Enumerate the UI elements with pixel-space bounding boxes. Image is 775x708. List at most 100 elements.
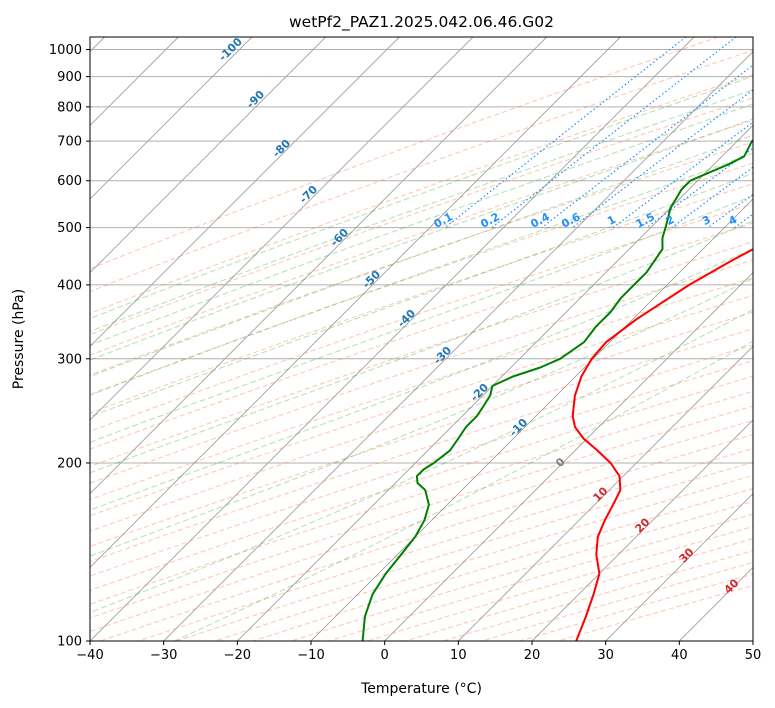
isotherm-line bbox=[90, 37, 621, 568]
dry-adiabat-line bbox=[90, 241, 753, 467]
x-tick-label: 40 bbox=[671, 648, 688, 663]
isotherm-line bbox=[237, 124, 753, 641]
dry-adiabat-line bbox=[90, 294, 753, 517]
isotherm-label: -80 bbox=[270, 137, 293, 160]
y-tick-label: 700 bbox=[57, 135, 82, 150]
dry-adiabat-line bbox=[90, 328, 753, 548]
moist-adiabat-line bbox=[90, 134, 753, 378]
grid-layer bbox=[90, 37, 753, 641]
dry-adiabat-line bbox=[367, 526, 753, 641]
moist-adiabat-line bbox=[90, 152, 753, 396]
x-tick-label: 10 bbox=[450, 648, 467, 663]
moist-adiabat-line bbox=[90, 89, 753, 333]
dry-adiabat-line bbox=[90, 360, 753, 577]
dry-adiabat-line bbox=[90, 222, 753, 450]
x-tick-label: 20 bbox=[524, 648, 541, 663]
isotherm-line bbox=[679, 566, 753, 641]
y-tick-label: 500 bbox=[57, 221, 82, 236]
dry-adiabat-line bbox=[90, 73, 753, 315]
x-tick-label: 30 bbox=[597, 648, 614, 663]
moist-adiabat-line bbox=[90, 220, 753, 474]
mixing-ratio-line bbox=[734, 213, 753, 229]
mixing-ratio-line bbox=[572, 89, 753, 229]
isotherm-line bbox=[605, 493, 753, 641]
y-tick-label: 100 bbox=[57, 635, 82, 650]
dry-adiabat-line bbox=[90, 311, 753, 532]
isotherm-line bbox=[384, 272, 753, 641]
x-tick-label: 50 bbox=[745, 648, 762, 663]
moist-adiabat-line bbox=[90, 277, 753, 557]
dry-adiabat-line bbox=[90, 162, 753, 395]
isotherm-line bbox=[90, 37, 253, 200]
adiabat-label: 30 bbox=[677, 545, 697, 565]
moist-adiabat-line bbox=[90, 195, 753, 443]
isotherm-line bbox=[458, 345, 753, 641]
adiabat-label: 10 bbox=[591, 484, 611, 504]
x-tick-label: −20 bbox=[224, 648, 251, 663]
dry-adiabat-line bbox=[90, 344, 753, 563]
isotherm-label: -90 bbox=[244, 88, 267, 111]
y-tick-label: 400 bbox=[57, 278, 82, 293]
dry-adiabat-line bbox=[90, 37, 719, 270]
dry-adiabat-line bbox=[90, 390, 753, 605]
isotherm-label: -60 bbox=[328, 226, 351, 249]
isotherm-line bbox=[90, 37, 326, 274]
isotherm-line bbox=[531, 419, 753, 641]
x-tick-label: 0 bbox=[381, 648, 389, 663]
temperature-profile-line bbox=[571, 248, 753, 641]
mixing-ratio-line bbox=[612, 121, 753, 229]
x-axis-label: Temperature (°C) bbox=[360, 681, 482, 697]
moist-adiabat-line bbox=[90, 309, 753, 613]
moist-adiabat-line bbox=[90, 172, 753, 418]
dry-adiabat-line bbox=[328, 513, 753, 641]
dewpoint-profile-line bbox=[361, 139, 753, 641]
isotherm-line bbox=[163, 51, 753, 641]
isotherm-label: -40 bbox=[395, 307, 418, 330]
plot-frame bbox=[89, 36, 754, 642]
chart-title: wetPf2_PAZ1.2025.042.06.46.G02 bbox=[289, 13, 554, 32]
mixing-ratio-line bbox=[491, 37, 737, 229]
isotherm-line bbox=[90, 37, 547, 495]
background-lines-layer bbox=[90, 37, 753, 641]
mixing-ratio-label: 4 bbox=[726, 213, 739, 228]
dry-adiabat-line bbox=[90, 203, 753, 432]
x-tick-label: −40 bbox=[76, 648, 103, 663]
moist-adiabat-line bbox=[90, 75, 753, 320]
x-tick-label: −30 bbox=[150, 648, 177, 663]
dry-adiabat-line bbox=[90, 183, 753, 414]
y-tick-label: 1000 bbox=[49, 43, 82, 58]
dry-adiabat-line bbox=[90, 97, 753, 336]
isotherm-line bbox=[752, 640, 753, 641]
dry-adiabat-line bbox=[138, 448, 753, 641]
line-labels-layer: 0.1 0.2 0.4 0.6 1 1.5 2 3 4-100-90-80-70-60-50-4… bbox=[216, 35, 742, 597]
isotherm-line bbox=[90, 37, 695, 641]
mixing-ratio-line bbox=[671, 166, 753, 229]
dry-adiabat-line bbox=[90, 141, 753, 376]
dry-adiabat-line bbox=[90, 259, 753, 484]
dry-adiabat-line bbox=[90, 375, 753, 591]
dry-adiabat-line bbox=[90, 277, 753, 501]
isotherm-label: -70 bbox=[297, 183, 320, 206]
y-axis-label: Pressure (hPa) bbox=[11, 289, 27, 389]
moist-adiabat-line bbox=[90, 103, 753, 346]
dry-adiabat-line bbox=[100, 434, 753, 641]
mixing-ratio-line bbox=[707, 193, 753, 229]
dry-adiabat-line bbox=[90, 49, 753, 293]
mixing-ratio-label: 1 bbox=[605, 213, 618, 228]
y-tick-label: 600 bbox=[57, 174, 82, 189]
y-tick-label: 800 bbox=[57, 100, 82, 115]
x-tick-label: −10 bbox=[297, 648, 324, 663]
y-tick-label: 200 bbox=[57, 456, 82, 471]
series-layer bbox=[361, 139, 753, 641]
dry-adiabat-line bbox=[90, 119, 753, 356]
moist-adiabat-line bbox=[90, 247, 753, 511]
isotherm-label: -30 bbox=[431, 344, 454, 367]
isotherm-line bbox=[90, 37, 474, 421]
y-tick-label: 900 bbox=[57, 70, 82, 85]
mixing-ratio-line bbox=[541, 64, 753, 229]
moist-adiabat-line bbox=[90, 118, 753, 361]
y-tick-label: 300 bbox=[57, 352, 82, 367]
isotherm-line bbox=[90, 37, 400, 347]
